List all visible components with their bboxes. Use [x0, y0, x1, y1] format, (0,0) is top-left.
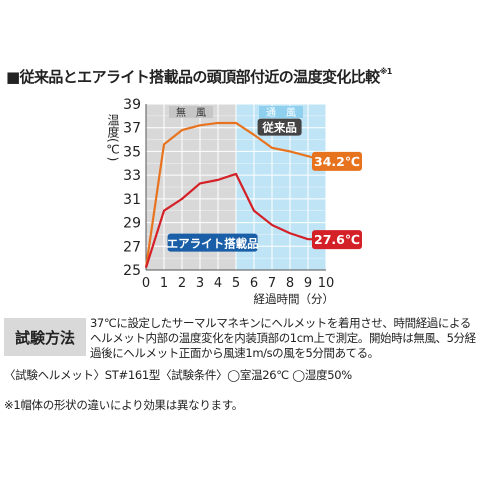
region-label-1: 通 風 — [266, 107, 296, 119]
y-tick-label: 39 — [123, 97, 141, 113]
y-tick-label: 35 — [123, 144, 141, 160]
series-name-box-1 — [167, 233, 258, 252]
region-label-bg-0 — [169, 106, 213, 118]
title-footnote-mark: ※1 — [379, 67, 393, 76]
footnote: ※1帽体の形状の違いにより効果は異なります。 — [4, 398, 243, 412]
x-axis-label: 経過時間（分） — [254, 292, 335, 306]
series-end-value-0: 34.2℃ — [314, 154, 360, 169]
x-tick-label: 2 — [178, 276, 186, 291]
x-tick-label: 4 — [214, 276, 222, 291]
x-tick-label: 9 — [304, 276, 312, 291]
series-end-value-1: 27.6℃ — [314, 232, 360, 247]
series-name-1: エアライト搭載品 — [167, 237, 259, 251]
y-tick-label: 29 — [123, 216, 141, 232]
temperature-chart: 無 風 通 風 25 27 29 31 33 35 37 39 0 1 2 3 4 5 6 7 8 9 10 温度(℃) 経… — [106, 97, 362, 306]
x-tick-label: 1 — [160, 276, 168, 291]
series-name-0: 従来品 — [261, 121, 297, 135]
y-tick-label: 33 — [123, 168, 141, 184]
x-tick-label: 6 — [250, 276, 258, 291]
series-name-box-0 — [257, 118, 302, 136]
x-tick-label: 8 — [286, 276, 294, 291]
y-tick-label: 27 — [123, 239, 141, 255]
test-method-description: 37℃に設定したサーマルマネキンにヘルメットを着用させ、時間経過によるヘルメット… — [90, 316, 476, 360]
test-conditions: 〈試験ヘルメット〉ST#161型〈試験条件〉◯室温26℃ ◯湿度50% — [4, 368, 352, 382]
y-tick-label: 31 — [123, 192, 141, 208]
y-tick-label: 37 — [123, 121, 141, 137]
chart-title: ■従来品とエアライト搭載品の頭頂部付近の温度変化比較※1 — [6, 67, 393, 86]
x-tick-label: 3 — [196, 276, 204, 291]
y-axis-label: 温度(℃) — [106, 114, 120, 162]
x-tick-label: 0 — [142, 276, 150, 291]
x-tick-label: 10 — [318, 276, 335, 291]
region-label-0: 無 風 — [176, 106, 206, 119]
series-end-badge-1 — [312, 230, 362, 250]
chart-title-row: ■従来品とエアライト搭載品の頭頂部付近の温度変化比較※1 — [6, 66, 476, 90]
region-label-bg-1 — [259, 106, 303, 118]
series-end-badge-0 — [312, 151, 362, 171]
x-tick-label: 5 — [232, 276, 240, 291]
test-method-label: 試験方法 — [4, 318, 86, 356]
x-tick-label: 7 — [268, 276, 276, 291]
y-tick-label: 25 — [123, 263, 141, 279]
